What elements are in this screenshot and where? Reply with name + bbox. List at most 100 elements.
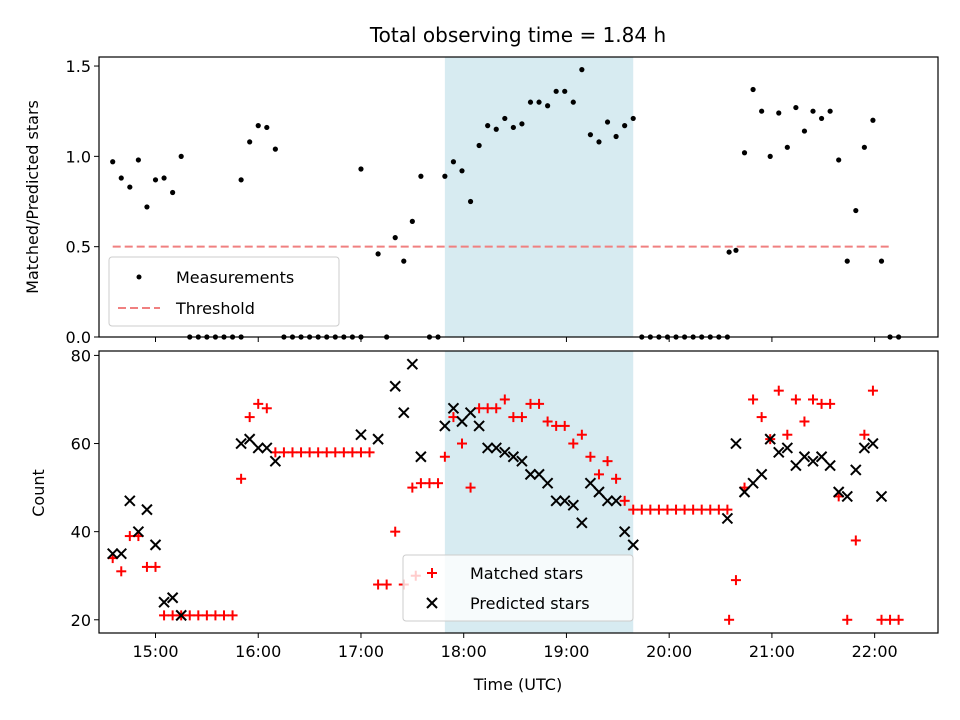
matched-star-point bbox=[525, 398, 536, 409]
top-legend: Measurements Threshold bbox=[108, 256, 340, 327]
predicted-star-point bbox=[738, 486, 751, 498]
measurement-point bbox=[118, 175, 124, 181]
matched-star-point bbox=[304, 447, 315, 458]
matched-star-point bbox=[713, 504, 724, 515]
bottom-marks bbox=[106, 358, 904, 625]
predicted-star-point bbox=[389, 380, 401, 392]
predicted-star-point bbox=[516, 455, 528, 467]
matched-star-point bbox=[722, 504, 733, 515]
y-tick-label: 20 bbox=[71, 611, 91, 630]
predicted-star-point bbox=[875, 490, 888, 503]
matched-star-point bbox=[662, 504, 673, 515]
predicted-star-point bbox=[773, 446, 785, 459]
matched-star-point bbox=[885, 614, 896, 625]
matched-star-point bbox=[150, 561, 161, 572]
matched-star-point bbox=[167, 610, 178, 621]
measurement-point bbox=[358, 166, 364, 172]
y-tick-label: 1.0 bbox=[66, 147, 91, 166]
predicted-star-point bbox=[149, 539, 162, 551]
measurement-point bbox=[152, 177, 159, 183]
matched-star-point bbox=[390, 526, 401, 537]
matched-star-point bbox=[296, 447, 307, 458]
predicted-star-point bbox=[627, 539, 639, 551]
matched-star-point bbox=[782, 429, 793, 440]
measurement-point bbox=[418, 173, 424, 179]
matched-star-point bbox=[321, 447, 332, 458]
predicted-star-point bbox=[807, 455, 819, 467]
predicted-star-point bbox=[406, 358, 419, 370]
matched-star-point bbox=[671, 504, 682, 515]
x-tick-label: 20:00 bbox=[646, 642, 692, 661]
predicted-star-point bbox=[398, 406, 410, 419]
matched-star-point bbox=[491, 403, 502, 414]
top-y-axis-label: Matched/Predicted stars bbox=[23, 100, 42, 294]
legend-measurements-label: Measurements bbox=[176, 268, 294, 287]
measurement-point bbox=[545, 103, 551, 109]
predicted-star-point bbox=[124, 495, 136, 507]
predicted-star-point bbox=[550, 495, 562, 507]
matched-star-point bbox=[287, 447, 298, 458]
matched-star-point bbox=[407, 482, 418, 493]
measurement-point bbox=[818, 115, 825, 122]
x-tick-label: 18:00 bbox=[441, 642, 487, 661]
top-xticks bbox=[155, 337, 876, 342]
matched-star-point bbox=[576, 429, 587, 440]
predicted-star-point bbox=[524, 468, 537, 481]
measurement-point bbox=[801, 128, 808, 134]
matched-star-point bbox=[542, 416, 553, 427]
top-highlight-span bbox=[444, 57, 634, 337]
matched-star-point bbox=[236, 473, 247, 484]
measurement-point bbox=[409, 218, 415, 224]
measurement-point bbox=[741, 150, 748, 156]
matched-star-point bbox=[628, 504, 639, 515]
matched-star-point bbox=[551, 420, 562, 431]
predicted-star-point bbox=[132, 525, 145, 538]
y-tick-label: 1.5 bbox=[66, 57, 91, 76]
predicted-star-point bbox=[798, 451, 811, 463]
predicted-star-point bbox=[372, 433, 384, 445]
predicted-star-point bbox=[415, 451, 427, 463]
measurement-point bbox=[733, 247, 739, 253]
matched-star-point bbox=[842, 614, 853, 625]
measurement-point bbox=[844, 258, 850, 264]
x-tick-label: 16:00 bbox=[235, 642, 281, 661]
measurement-point bbox=[726, 249, 732, 255]
measurement-point bbox=[375, 251, 381, 257]
predicted-star-point bbox=[747, 477, 759, 489]
measurement-point bbox=[238, 177, 244, 183]
matched-star-point bbox=[867, 385, 878, 396]
x-tick-label: 19:00 bbox=[543, 642, 589, 661]
matched-star-point bbox=[534, 398, 545, 409]
predicted-star-point bbox=[567, 499, 579, 511]
matched-star-point bbox=[381, 579, 392, 590]
matched-star-point bbox=[218, 610, 229, 621]
measurement-point bbox=[527, 99, 534, 105]
measurement-point bbox=[759, 108, 765, 114]
matched-star-point bbox=[253, 398, 264, 409]
matched-star-point bbox=[688, 504, 699, 515]
x-tick-label: 21:00 bbox=[749, 642, 795, 661]
matched-star-point bbox=[636, 504, 647, 515]
matched-star-point bbox=[499, 394, 510, 405]
matched-star-point bbox=[201, 610, 212, 621]
measurement-point bbox=[493, 126, 499, 132]
measurement-point bbox=[510, 124, 516, 131]
measurement-point bbox=[562, 88, 568, 94]
predicted-star-point bbox=[235, 437, 247, 450]
predicted-star-point bbox=[243, 433, 256, 445]
predicted-star-point bbox=[261, 442, 273, 454]
predicted-star-point bbox=[166, 592, 179, 604]
matched-star-point bbox=[439, 451, 450, 462]
bottom-legend: Matched stars Predicted stars bbox=[402, 554, 634, 622]
matched-star-point bbox=[227, 610, 238, 621]
measurement-point bbox=[392, 235, 398, 241]
predicted-star-point bbox=[755, 468, 768, 481]
predicted-star-point bbox=[584, 477, 597, 489]
measurement-point bbox=[587, 132, 594, 138]
measurement-point bbox=[442, 173, 448, 179]
matched-star-point bbox=[619, 495, 630, 506]
measurement-point bbox=[144, 204, 150, 210]
matched-star-point bbox=[748, 394, 759, 405]
measurement-point bbox=[827, 108, 833, 114]
matched-star-point bbox=[338, 447, 349, 458]
